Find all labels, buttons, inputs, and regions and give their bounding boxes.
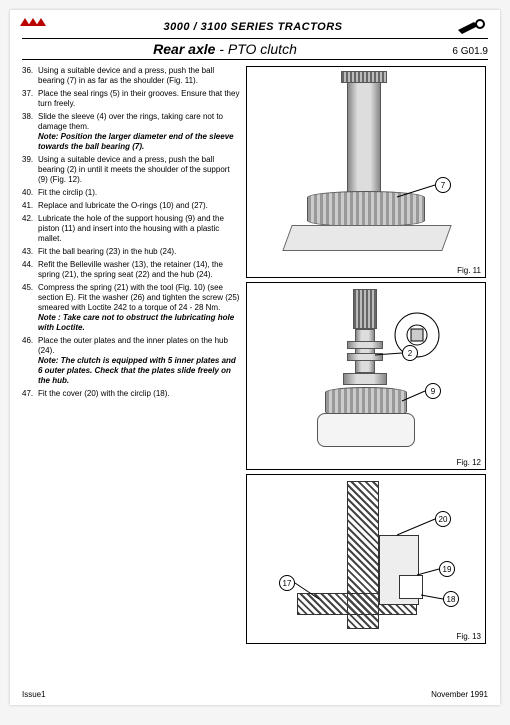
step-number: 43. xyxy=(22,247,38,257)
step-body: Slide the sleeve (4) over the rings, tak… xyxy=(38,112,240,152)
step-note: Note: Position the larger diameter end o… xyxy=(38,132,240,152)
step-body: Fit the circlip (1). xyxy=(38,188,240,198)
step-body: Place the seal rings (5) in their groove… xyxy=(38,89,240,109)
title-bold: Rear axle xyxy=(153,41,215,57)
title-rest: - PTO clutch xyxy=(215,41,296,57)
step-number: 47. xyxy=(22,389,38,399)
step-note: Note: The clutch is equipped with 5 inne… xyxy=(38,356,240,386)
fig12-label: Fig. 12 xyxy=(457,458,481,467)
step-body: Fit the ball bearing (23) in the hub (24… xyxy=(38,247,240,257)
step-number: 37. xyxy=(22,89,38,109)
step-note: Note : Take care not to obstruct the lub… xyxy=(38,313,240,333)
step-number: 44. xyxy=(22,260,38,280)
step-body: Replace and lubricate the O-rings (10) a… xyxy=(38,201,240,211)
step-number: 41. xyxy=(22,201,38,211)
wrench-icon xyxy=(456,18,488,36)
figure-12: 2 9 Fig. 12 xyxy=(246,282,486,470)
page-title: Rear axle - PTO clutch xyxy=(22,41,428,57)
step-body: Lubricate the hole of the support housin… xyxy=(38,214,240,244)
fig11-label: Fig. 11 xyxy=(457,266,481,275)
figure-13: 17 20 19 18 Fig. 13 xyxy=(246,474,486,644)
step-body: Refit the Belleville washer (13), the re… xyxy=(38,260,240,280)
step-body: Using a suitable device and a press, pus… xyxy=(38,66,240,86)
instruction-column: 36.Using a suitable device and a press, … xyxy=(22,66,240,644)
step-body: Fit the cover (20) with the circlip (18)… xyxy=(38,389,240,399)
footer-date: November 1991 xyxy=(431,690,488,699)
step-number: 38. xyxy=(22,112,38,152)
figure-column: 7 Fig. 11 2 9 Fig. 12 xyxy=(246,66,486,644)
step-body: Place the outer plates and the inner pla… xyxy=(38,336,240,386)
page-code: 6 G01.9 xyxy=(428,46,488,57)
step-number: 39. xyxy=(22,155,38,185)
step-body: Compress the spring (21) with the tool (… xyxy=(38,283,240,333)
figure-11: 7 Fig. 11 xyxy=(246,66,486,278)
step-number: 46. xyxy=(22,336,38,386)
brand-logo xyxy=(22,18,44,36)
series-title: 3000 / 3100 SERIES TRACTORS xyxy=(50,21,456,33)
step-number: 40. xyxy=(22,188,38,198)
fig13-label: Fig. 13 xyxy=(457,632,481,641)
footer-issue: Issue1 xyxy=(22,690,46,699)
step-number: 36. xyxy=(22,66,38,86)
step-number: 42. xyxy=(22,214,38,244)
step-body: Using a suitable device and a press, pus… xyxy=(38,155,240,185)
step-number: 45. xyxy=(22,283,38,333)
